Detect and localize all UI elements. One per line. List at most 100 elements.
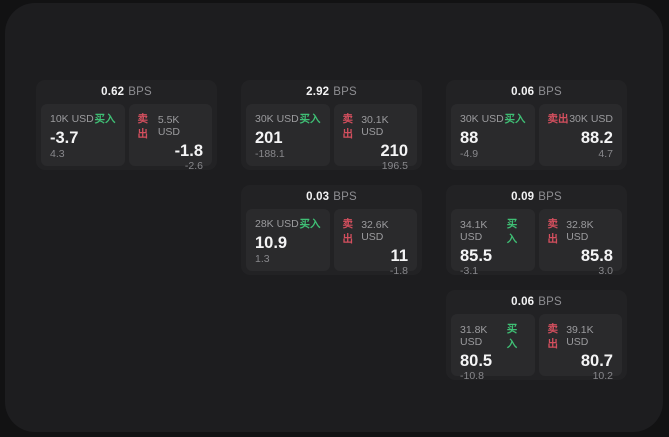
buy-delta: 1.3 bbox=[255, 253, 270, 265]
sell-amount-label: 30.1K USD bbox=[361, 114, 389, 138]
sell-panel[interactable]: 卖出 39.1K USD 80.7 10.2 bbox=[538, 314, 622, 382]
sell-side-label: 卖出 bbox=[547, 218, 559, 245]
sell-side-label: 卖出 bbox=[342, 113, 354, 140]
bps-value: 2.92 bbox=[306, 86, 330, 98]
quote-card-3: 0.06 BPS 30K USD 买入 88 -4.9 卖出 30K USD bbox=[446, 80, 627, 170]
buy-price: 10.9 bbox=[255, 233, 288, 252]
buy-delta: -188.1 bbox=[255, 148, 285, 160]
sell-price: 85.8 bbox=[580, 247, 613, 265]
sell-side-label: 卖出 bbox=[547, 113, 569, 125]
bps-value: 0.62 bbox=[101, 86, 125, 98]
panel-top-row: 28K USD 买入 bbox=[255, 216, 321, 231]
buy-panel[interactable]: 10K USD 买入 -3.7 4.3 bbox=[41, 104, 125, 166]
card-body: 31.8K USD 买入 80.5 -10.8 卖出 39.1K USD 80.… bbox=[451, 314, 622, 382]
buy-side-label: 买入 bbox=[299, 218, 321, 230]
card-body: 10K USD 买入 -3.7 4.3 卖出 5.5K USD -1.8 -2.… bbox=[41, 104, 212, 172]
card-header: 0.06 BPS bbox=[451, 290, 622, 314]
buy-panel[interactable]: 28K USD 买入 10.9 1.3 bbox=[246, 209, 330, 271]
sell-panel[interactable]: 卖出 30.1K USD 210 196.5 bbox=[333, 104, 417, 172]
panel-top-row: 10K USD 买入 bbox=[50, 111, 116, 126]
bps-unit-label: BPS bbox=[333, 191, 357, 203]
buy-amount-label: 30K USD bbox=[460, 112, 504, 125]
card-body: 30K USD 买入 201 -188.1 卖出 30.1K USD 210 1… bbox=[246, 104, 417, 172]
buy-delta: 4.3 bbox=[50, 148, 65, 160]
buy-side-label: 买入 bbox=[94, 113, 116, 125]
panel-top-row: 31.8K USD 买入 bbox=[460, 321, 526, 351]
panel-top-row: 30K USD 买入 bbox=[255, 111, 321, 126]
quote-card-4: 0.03 BPS 28K USD 买入 10.9 1.3 卖出 32.6K US… bbox=[241, 185, 422, 277]
quote-card-5: 0.09 BPS 34.1K USD 买入 85.5 -3.1 卖出 32.8K… bbox=[446, 185, 627, 277]
panel-top-row: 卖出 32.6K USD bbox=[343, 216, 409, 246]
buy-side-label: 买入 bbox=[506, 323, 518, 350]
buy-amount-label: 28K USD bbox=[255, 217, 299, 230]
sell-delta: -2.6 bbox=[184, 159, 203, 172]
sell-delta: 3.0 bbox=[598, 264, 613, 277]
sell-panel[interactable]: 卖出 5.5K USD -1.8 -2.6 bbox=[128, 104, 212, 172]
buy-delta: -4.9 bbox=[460, 148, 479, 160]
bps-unit-label: BPS bbox=[333, 86, 357, 98]
sell-amount-label: 5.5K USD bbox=[157, 114, 180, 138]
card-body: 30K USD 买入 88 -4.9 卖出 30K USD 88.2 4.7 bbox=[451, 104, 622, 166]
card-body: 28K USD 买入 10.9 1.3 卖出 32.6K USD 11 -1.8 bbox=[246, 209, 417, 277]
panel-top-row: 卖出 5.5K USD bbox=[138, 111, 204, 141]
card-header: 0.06 BPS bbox=[451, 80, 622, 104]
buy-amount-label: 31.8K USD bbox=[460, 324, 488, 348]
buy-panel[interactable]: 31.8K USD 买入 80.5 -10.8 bbox=[451, 314, 535, 382]
buy-side-label: 买入 bbox=[504, 113, 526, 125]
buy-side-label: 买入 bbox=[299, 113, 321, 125]
quote-cards-grid: 0.62 BPS 10K USD 买入 -3.7 4.3 卖出 5.5K USD bbox=[36, 80, 627, 382]
sell-price: 210 bbox=[380, 142, 408, 160]
buy-side-label: 买入 bbox=[506, 218, 518, 245]
card-header: 0.03 BPS bbox=[246, 185, 417, 209]
buy-delta: -10.8 bbox=[460, 369, 484, 382]
card-header: 0.62 BPS bbox=[41, 80, 212, 104]
sell-price: -1.8 bbox=[174, 142, 203, 160]
buy-price: 88 bbox=[460, 128, 479, 147]
sell-price: 11 bbox=[390, 247, 408, 265]
panel-top-row: 34.1K USD 买入 bbox=[460, 216, 526, 246]
sell-amount-label: 32.8K USD bbox=[566, 219, 594, 243]
sell-panel[interactable]: 卖出 32.6K USD 11 -1.8 bbox=[333, 209, 417, 277]
sell-delta: 196.5 bbox=[381, 159, 408, 172]
buy-price: 85.5 bbox=[460, 247, 493, 265]
quote-card-2: 2.92 BPS 30K USD 买入 201 -188.1 卖出 30.1K … bbox=[241, 80, 422, 172]
buy-amount-label: 10K USD bbox=[50, 112, 94, 125]
panel-top-row: 卖出 30K USD bbox=[548, 111, 614, 126]
sell-amount-label: 30K USD bbox=[569, 112, 613, 125]
sell-price: 80.7 bbox=[580, 352, 613, 370]
sell-amount-label: 39.1K USD bbox=[566, 324, 594, 348]
buy-panel[interactable]: 30K USD 买入 201 -188.1 bbox=[246, 104, 330, 166]
sell-side-label: 卖出 bbox=[342, 218, 354, 245]
quote-card-1: 0.62 BPS 10K USD 买入 -3.7 4.3 卖出 5.5K USD bbox=[36, 80, 217, 172]
card-body: 34.1K USD 买入 85.5 -3.1 卖出 32.8K USD 85.8… bbox=[451, 209, 622, 277]
sell-delta: 4.7 bbox=[598, 148, 613, 160]
sell-delta: -1.8 bbox=[389, 264, 408, 277]
bps-value: 0.06 bbox=[511, 296, 535, 308]
card-header: 0.09 BPS bbox=[451, 185, 622, 209]
buy-panel[interactable]: 34.1K USD 买入 85.5 -3.1 bbox=[451, 209, 535, 277]
sell-amount-label: 32.6K USD bbox=[361, 219, 389, 243]
buy-price: -3.7 bbox=[50, 128, 79, 147]
app-background: 0.62 BPS 10K USD 买入 -3.7 4.3 卖出 5.5K USD bbox=[5, 3, 663, 432]
buy-price: 201 bbox=[255, 128, 283, 147]
sell-price: 88.2 bbox=[580, 128, 613, 147]
buy-price: 80.5 bbox=[460, 352, 493, 370]
bps-unit-label: BPS bbox=[538, 191, 562, 203]
sell-side-label: 卖出 bbox=[137, 113, 149, 140]
buy-panel[interactable]: 30K USD 买入 88 -4.9 bbox=[451, 104, 535, 166]
buy-delta: -3.1 bbox=[460, 264, 479, 277]
card-header: 2.92 BPS bbox=[246, 80, 417, 104]
sell-panel[interactable]: 卖出 30K USD 88.2 4.7 bbox=[538, 104, 622, 166]
panel-top-row: 卖出 39.1K USD bbox=[548, 321, 614, 351]
bps-unit-label: BPS bbox=[128, 86, 152, 98]
bps-value: 0.09 bbox=[511, 191, 535, 203]
sell-delta: 10.2 bbox=[592, 369, 613, 382]
panel-top-row: 卖出 32.8K USD bbox=[548, 216, 614, 246]
panel-top-row: 30K USD 买入 bbox=[460, 111, 526, 126]
buy-amount-label: 34.1K USD bbox=[460, 219, 488, 243]
bps-value: 0.06 bbox=[511, 86, 535, 98]
sell-side-label: 卖出 bbox=[547, 323, 559, 350]
bps-value: 0.03 bbox=[306, 191, 330, 203]
sell-panel[interactable]: 卖出 32.8K USD 85.8 3.0 bbox=[538, 209, 622, 277]
panel-top-row: 卖出 30.1K USD bbox=[343, 111, 409, 141]
